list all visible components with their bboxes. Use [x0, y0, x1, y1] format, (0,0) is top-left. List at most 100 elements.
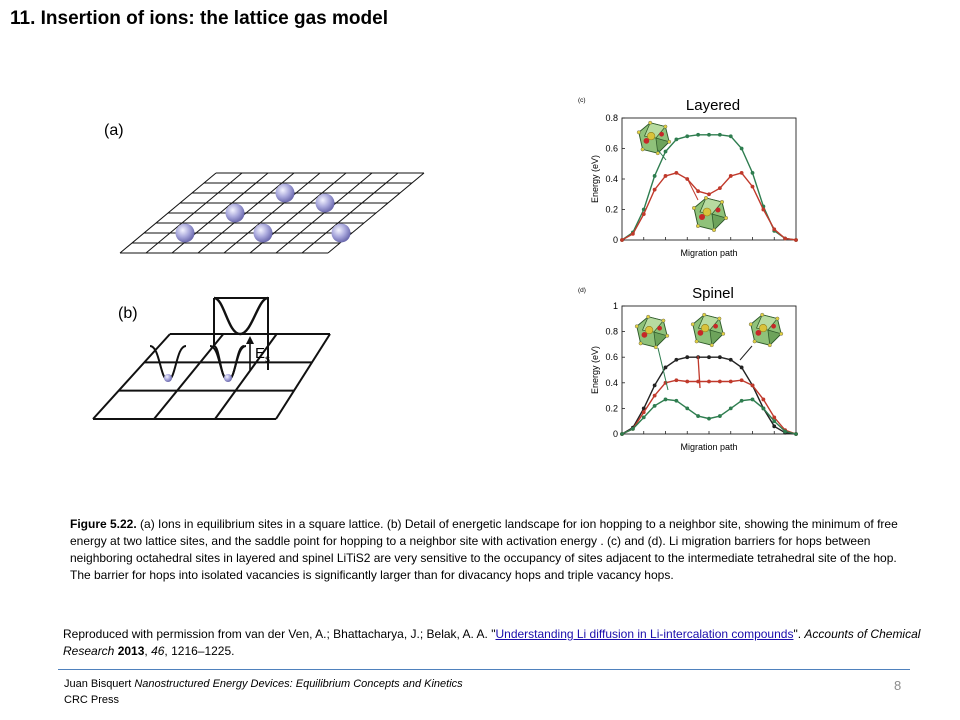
data-point: [739, 171, 744, 175]
data-point: [620, 432, 624, 436]
grid-line-a: [223, 172, 321, 254]
data-point: [707, 416, 711, 421]
reference-volume: 46: [151, 644, 165, 658]
y-axis-label: Energy (eV): [590, 155, 600, 203]
reference-pages: , 1216–1225.: [164, 644, 235, 658]
data-point: [761, 406, 766, 411]
series-line: [621, 356, 797, 435]
y-tick-label: 0.2: [605, 403, 618, 413]
y-tick-label: 0.4: [605, 378, 618, 388]
grid-line-a: [145, 172, 243, 254]
pointer-arrow: [697, 355, 701, 389]
figure-caption: Figure 5.22. (a) Ions in equilibrium sit…: [70, 516, 910, 584]
data-point: [685, 355, 690, 360]
data-point: [696, 414, 701, 418]
data-point: [783, 429, 788, 434]
reference-suffix: ".: [793, 627, 805, 641]
chart-layered: (c) Layered 0 0.2 0.4 0.6 0.8 Migration path Ene…: [578, 97, 798, 258]
data-point: [794, 238, 798, 242]
data-point: [652, 383, 657, 388]
data-point: [641, 410, 646, 415]
reference-year: 2013: [114, 644, 145, 658]
data-point: [685, 134, 690, 139]
grid-line-b: [214, 333, 278, 420]
data-point: [663, 365, 668, 370]
data-point: [750, 397, 755, 402]
caption-label: Figure 5.22.: [70, 517, 137, 531]
series-line: [621, 379, 797, 435]
reference-link[interactable]: Understanding Li diffusion in Li-interca…: [495, 627, 794, 641]
grid-line-b: [92, 333, 171, 420]
data-point: [641, 406, 646, 411]
footer-author: Juan Bisquert: [64, 678, 135, 690]
data-point: [641, 415, 646, 420]
grid-line-b: [275, 333, 331, 420]
reference-journal: Accounts of Chemical Research: [63, 627, 921, 658]
grid-line-b: [153, 333, 225, 420]
x-axis-label: Migration path: [680, 248, 737, 258]
data-point: [728, 134, 733, 139]
data-point: [772, 415, 777, 420]
footer: Juan Bisquert Nanostructured Energy Devi…: [64, 676, 463, 708]
data-point: [663, 174, 668, 178]
ion-ball: [175, 223, 195, 243]
grid-line-a: [119, 172, 217, 254]
footer-divider: [58, 669, 910, 670]
ion-ball: [275, 183, 295, 203]
y-tick-label: 0.8: [605, 327, 618, 337]
data-point: [707, 355, 711, 360]
ion-ball: [253, 223, 273, 243]
data-point: [739, 365, 744, 370]
reference-prefix: Reproduced with permission from van der …: [63, 627, 496, 641]
data-point: [652, 187, 657, 192]
crystal-structure-icon: [690, 312, 726, 348]
panel-a-label: (a): [104, 122, 124, 139]
y-tick-label: 0.4: [605, 174, 618, 184]
y-tick-label: 0.6: [605, 144, 618, 154]
data-point: [685, 379, 690, 384]
data-point: [674, 137, 679, 142]
data-point: [641, 212, 646, 216]
data-point: [674, 171, 679, 175]
reference: Reproduced with permission from van der …: [63, 626, 923, 660]
data-point: [707, 379, 711, 384]
ion-ball: [225, 203, 245, 223]
data-point: [772, 424, 777, 429]
data-point: [663, 397, 668, 402]
panel-label: (d): [578, 287, 586, 294]
data-point: [674, 378, 679, 383]
data-point: [652, 174, 657, 178]
y-axis-label: Energy (eV): [590, 346, 600, 394]
data-point: [772, 419, 777, 424]
energy-landscape: [149, 296, 269, 382]
pointer-arrow: [739, 345, 753, 361]
grid-line-a: [197, 172, 295, 254]
footer-publisher: CRC Press: [64, 694, 120, 706]
data-point: [652, 393, 657, 398]
chart-title: Layered: [686, 97, 740, 114]
pointer-arrow: [657, 149, 667, 161]
y-tick-label: 0: [613, 429, 618, 439]
data-point: [630, 232, 635, 236]
data-point: [739, 398, 744, 403]
y-tick-label: 0.6: [605, 352, 618, 362]
data-point: [761, 397, 766, 402]
pointer-arrow: [657, 347, 669, 391]
data-point: [717, 414, 722, 418]
data-point: [739, 146, 744, 151]
data-point: [685, 406, 690, 411]
lattice-figure: (a) (b) Es: [92, 122, 425, 420]
data-point: [717, 355, 722, 360]
square-lattice-a: [119, 172, 425, 254]
data-point: [663, 149, 668, 154]
data-point: [761, 207, 766, 212]
data-point: [717, 186, 722, 191]
data-point: [750, 171, 755, 175]
caption-text: (a) Ions in equilibrium sites in a squar…: [70, 517, 898, 582]
data-point: [696, 189, 701, 194]
data-point: [707, 132, 711, 137]
square-lattice-b: [92, 333, 331, 420]
data-point: [739, 378, 744, 383]
data-point: [750, 383, 755, 388]
data-point: [750, 184, 755, 189]
